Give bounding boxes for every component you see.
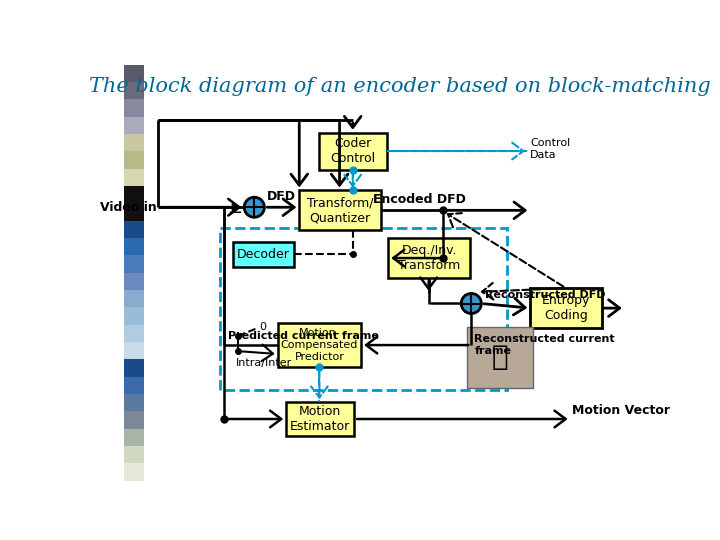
Bar xyxy=(124,429,144,446)
Bar xyxy=(124,463,144,481)
Bar xyxy=(124,446,144,463)
Bar xyxy=(233,242,294,267)
Text: Video in: Video in xyxy=(100,201,157,214)
Bar xyxy=(124,273,144,290)
Text: Decoder: Decoder xyxy=(237,248,290,261)
Bar xyxy=(124,151,144,168)
Text: Entropy
Coding: Entropy Coding xyxy=(541,294,590,322)
Bar xyxy=(124,325,144,342)
Circle shape xyxy=(244,197,264,217)
Bar xyxy=(220,228,507,390)
Bar xyxy=(388,238,469,278)
Bar xyxy=(124,377,144,394)
Text: 0: 0 xyxy=(259,322,266,332)
Bar xyxy=(467,327,534,388)
Text: −: − xyxy=(227,205,242,222)
Text: Transform/
Quantizer: Transform/ Quantizer xyxy=(307,197,373,224)
Text: Intra/Inter: Intra/Inter xyxy=(235,358,292,368)
Text: Deq./Inv.
Transform: Deq./Inv. Transform xyxy=(398,244,460,272)
Bar xyxy=(300,190,381,231)
Bar xyxy=(124,238,144,255)
Bar xyxy=(124,134,144,151)
Bar xyxy=(124,117,144,134)
Text: Motion
Estimator: Motion Estimator xyxy=(290,405,351,433)
Bar xyxy=(319,132,387,170)
Bar xyxy=(124,82,144,99)
Bar xyxy=(124,186,144,204)
Text: DFD: DFD xyxy=(267,191,296,204)
Bar xyxy=(124,359,144,377)
Text: 🤠: 🤠 xyxy=(492,343,508,372)
Bar xyxy=(124,394,144,411)
Text: The block diagram of an encoder based on block-matching: The block diagram of an encoder based on… xyxy=(89,77,711,96)
Bar xyxy=(286,402,354,436)
Text: Motion Vector: Motion Vector xyxy=(572,404,670,417)
Bar xyxy=(124,307,144,325)
Bar xyxy=(124,255,144,273)
Bar xyxy=(124,411,144,429)
Text: Reconstructed current
frame: Reconstructed current frame xyxy=(474,334,615,356)
Bar xyxy=(124,290,144,307)
Bar xyxy=(530,288,601,328)
Bar xyxy=(124,342,144,359)
Circle shape xyxy=(462,294,482,314)
Bar xyxy=(124,99,144,117)
Bar xyxy=(277,323,361,367)
Text: Control
Data: Control Data xyxy=(530,138,570,159)
Bar xyxy=(124,168,144,186)
Bar xyxy=(124,221,144,238)
Text: Predicted current frame: Predicted current frame xyxy=(228,331,379,341)
Text: Encoded DFD: Encoded DFD xyxy=(373,193,466,206)
Text: Motion-
Compensated
Predictor: Motion- Compensated Predictor xyxy=(281,328,358,362)
Bar xyxy=(124,204,144,221)
Bar xyxy=(124,65,144,82)
Text: Reconstructed DFD: Reconstructed DFD xyxy=(485,289,606,300)
Text: Coder
Control: Coder Control xyxy=(330,137,375,165)
